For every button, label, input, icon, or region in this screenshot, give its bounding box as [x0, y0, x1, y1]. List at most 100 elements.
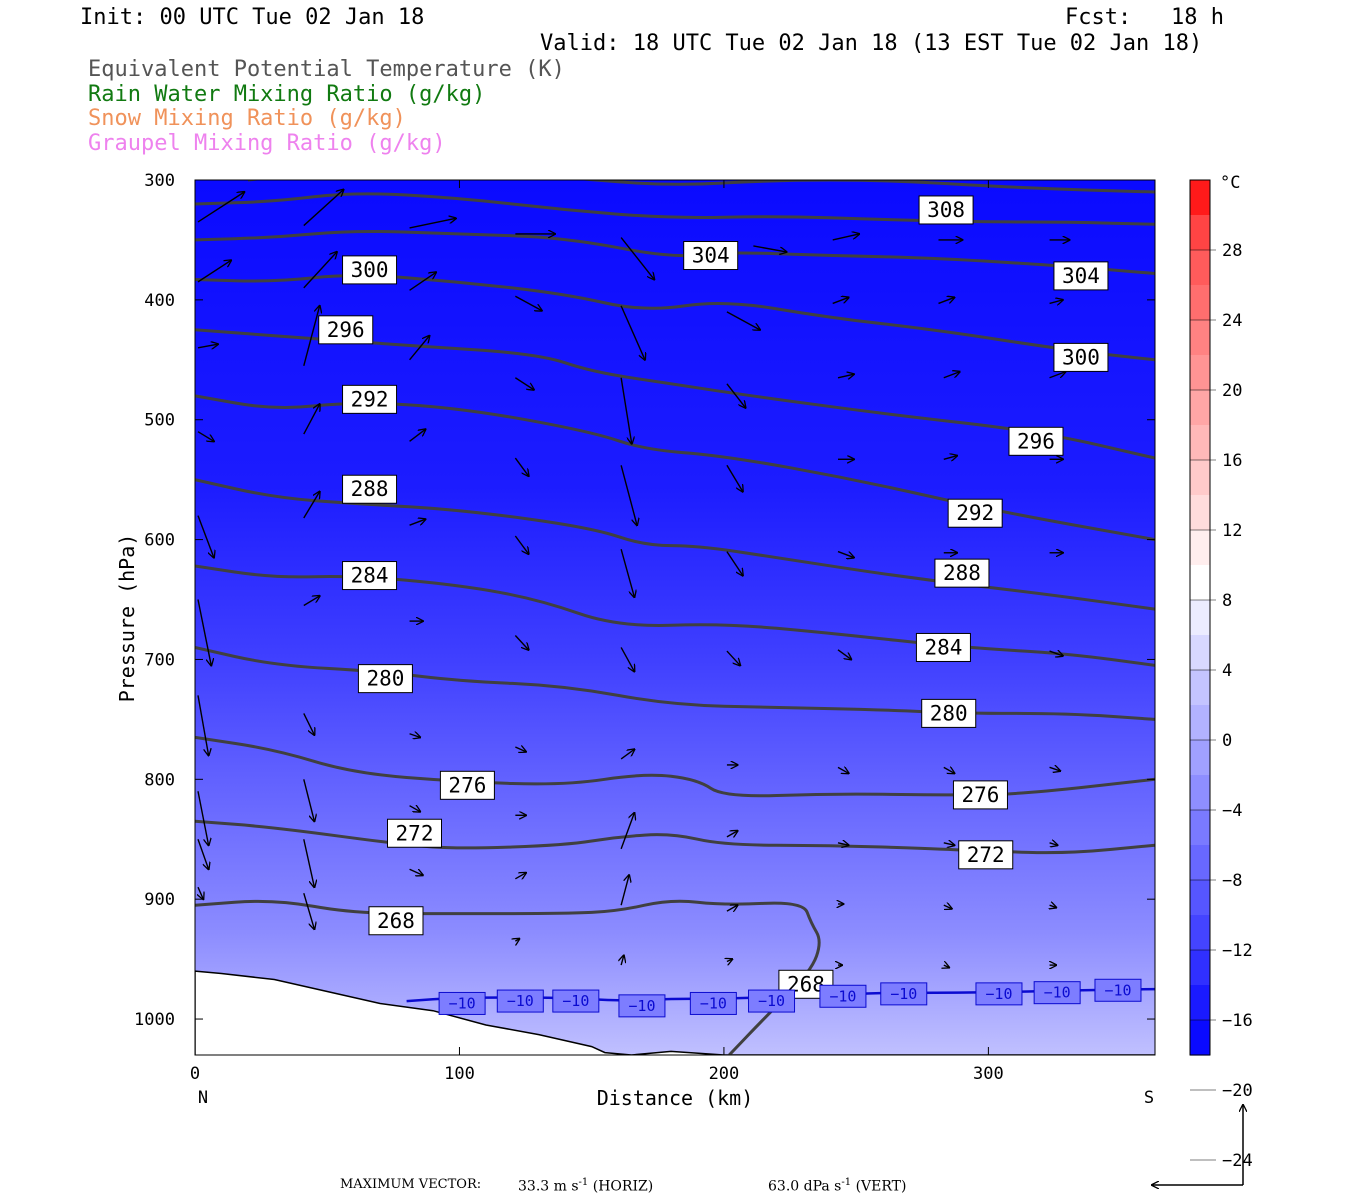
colorbar-swatch — [1190, 390, 1210, 426]
temperature-label: −10 — [562, 992, 589, 1010]
temperature-label: −10 — [758, 992, 785, 1010]
colorbar-swatch — [1190, 880, 1210, 916]
colorbar-label: 8 — [1222, 591, 1232, 611]
wind-vector — [514, 535, 528, 554]
max-vert-vector: 63.0 dPa s-1 (VERT) — [768, 1177, 906, 1195]
colorbar-label: −24 — [1222, 1151, 1253, 1171]
wind-vector — [1050, 905, 1057, 907]
wind-vector — [943, 372, 960, 379]
theta-e-label-box — [357, 664, 413, 694]
wind-vector — [198, 886, 203, 899]
theta-e-contour-312 — [247, 180, 1155, 194]
colorbar-unit: °C — [1220, 173, 1240, 193]
vert-unit-exponent: -1 — [841, 1177, 852, 1188]
wind-vector — [197, 695, 209, 755]
vert-value: 63.0 dPa s — [768, 1178, 842, 1195]
theta-e-label: 288 — [351, 477, 389, 501]
y-axis-label: Pressure (hPa) — [115, 534, 139, 703]
max-horiz-vector: 33.3 m s-1 (HORIZ) — [518, 1177, 653, 1195]
wind-vector — [726, 311, 760, 330]
temperature-label: −10 — [829, 987, 856, 1005]
temperature-label-box — [552, 989, 600, 1013]
theta-e-label: 300 — [1062, 345, 1100, 369]
x-tick-label: 300 — [973, 1064, 1004, 1084]
wind-vector — [620, 749, 634, 760]
theta-e-label-box — [342, 255, 398, 285]
y-tick-label: 500 — [144, 411, 175, 431]
legend-graupel: Graupel Mixing Ratio (g/kg) — [88, 131, 446, 156]
temperature-label: −10 — [890, 985, 917, 1003]
wind-vector — [197, 431, 214, 442]
temperature-label: −10 — [507, 992, 534, 1010]
x-tick-label: 200 — [709, 1064, 740, 1084]
colorbar-swatch — [1190, 705, 1210, 741]
colorbar-label: −16 — [1222, 1011, 1253, 1031]
wind-vector — [514, 457, 528, 476]
temperature-label-box — [880, 982, 928, 1006]
theta-e-label: 284 — [351, 564, 389, 588]
theta-e-label-box — [1008, 426, 1064, 456]
colorbar-swatch — [1190, 425, 1210, 461]
theta-e-label-box — [958, 840, 1014, 870]
colorbar-label: 12 — [1222, 521, 1242, 541]
wind-vector — [726, 650, 740, 665]
colorbar-label: 0 — [1222, 731, 1232, 751]
theta-e-label: 284 — [924, 635, 962, 659]
y-tick-label: 700 — [144, 650, 175, 670]
wind-vector — [409, 519, 426, 526]
wind-vector — [515, 747, 526, 752]
wind-vector — [1049, 300, 1063, 304]
wind-vector — [621, 956, 624, 966]
theta-e-label-box — [1053, 261, 1109, 291]
wind-vector — [1049, 767, 1061, 771]
legend-rain: Rain Water Mixing Ratio (g/kg) — [88, 82, 486, 107]
wind-vector — [303, 190, 344, 227]
wind-vector — [514, 635, 528, 649]
theta-e-label: 304 — [692, 244, 730, 268]
temperature-label: −10 — [628, 997, 655, 1015]
wind-vector — [197, 599, 211, 666]
temperature-label-box — [1033, 981, 1081, 1005]
theta-e-label-box — [387, 818, 443, 848]
colorbar-swatch — [1190, 670, 1210, 706]
horiz-unit-exponent: -1 — [578, 1177, 589, 1188]
terrain — [195, 970, 1155, 1055]
vert-tag: (VERT) — [855, 1178, 907, 1195]
wind-vector — [620, 305, 645, 360]
wind-vector — [620, 813, 634, 850]
wind-vector — [409, 218, 456, 229]
y-tick-label: 300 — [144, 171, 175, 191]
colorbar-swatch — [1190, 460, 1210, 496]
colorbar-swatch — [1190, 285, 1210, 321]
theta-e-contour-276 — [195, 735, 1155, 798]
colorbar-swatch — [1190, 950, 1210, 986]
wind-vector — [837, 767, 849, 773]
temperature-label-box — [1094, 978, 1142, 1002]
theta-e-label: 280 — [930, 701, 968, 725]
wind-vector — [515, 873, 526, 879]
wind-vector — [938, 297, 954, 305]
theta-e-label-box — [342, 561, 398, 591]
wind-vector — [727, 959, 732, 961]
wind-vector — [620, 465, 637, 525]
colorbar-swatch — [1190, 740, 1210, 776]
theta-e-label-box — [318, 315, 374, 345]
valid-time: Valid: 18 UTC Tue 02 Jan 18 (13 EST Tue … — [540, 31, 1203, 56]
colorbar-label: 28 — [1222, 241, 1242, 261]
temperature-label-box — [748, 989, 796, 1013]
theta-e-label: 276 — [448, 773, 486, 797]
temperature-label-box — [689, 991, 737, 1015]
theta-e-label: 300 — [351, 258, 389, 282]
wind-vector — [1049, 372, 1066, 379]
wind-vector — [832, 234, 859, 241]
theta-e-label-box — [439, 770, 495, 800]
theta-e-label: 272 — [396, 821, 434, 845]
theta-e-label: 280 — [366, 667, 404, 691]
colorbar-swatch — [1190, 775, 1210, 811]
legend-theta-e: Equivalent Potential Temperature (K) — [88, 57, 565, 82]
wind-vector — [409, 272, 436, 291]
theta-e-label-box — [342, 474, 398, 504]
wind-vector — [837, 649, 851, 660]
theta-e-contour-304 — [195, 230, 1155, 275]
wind-vector — [303, 779, 315, 821]
